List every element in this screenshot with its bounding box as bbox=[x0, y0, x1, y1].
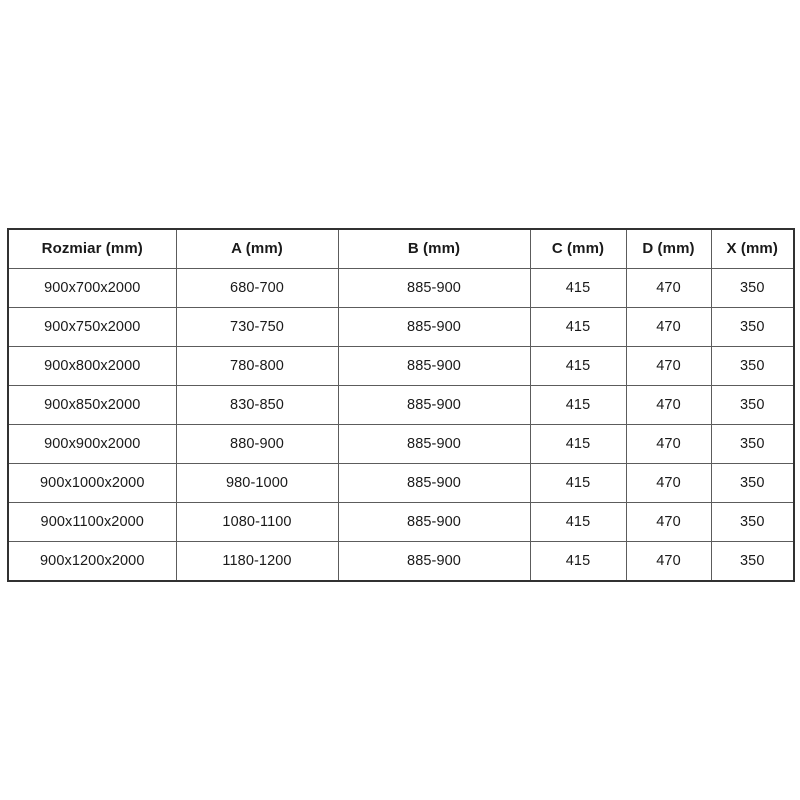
column-header-x: X (mm) bbox=[710, 228, 795, 269]
cell-x: 350 bbox=[710, 307, 795, 347]
cell-a: 780-800 bbox=[175, 346, 339, 386]
table-body: 900x700x2000 680-700 885-900 415 470 350… bbox=[7, 268, 795, 582]
cell-b: 885-900 bbox=[337, 424, 531, 464]
cell-x: 350 bbox=[710, 463, 795, 503]
column-header-b: B (mm) bbox=[337, 228, 531, 269]
specification-table-container: Rozmiar (mm) A (mm) B (mm) C (mm) D (mm)… bbox=[7, 228, 795, 582]
cell-b: 885-900 bbox=[337, 385, 531, 425]
cell-c: 415 bbox=[529, 541, 627, 582]
table-row: 900x700x2000 680-700 885-900 415 470 350 bbox=[7, 268, 795, 308]
cell-b: 885-900 bbox=[337, 268, 531, 308]
cell-rozmiar: 900x1200x2000 bbox=[7, 541, 177, 582]
cell-d: 470 bbox=[625, 502, 712, 542]
cell-rozmiar: 900x1000x2000 bbox=[7, 463, 177, 503]
cell-c: 415 bbox=[529, 346, 627, 386]
cell-c: 415 bbox=[529, 502, 627, 542]
cell-d: 470 bbox=[625, 463, 712, 503]
table-row: 900x750x2000 730-750 885-900 415 470 350 bbox=[7, 307, 795, 347]
cell-d: 470 bbox=[625, 385, 712, 425]
cell-x: 350 bbox=[710, 424, 795, 464]
cell-a: 980-1000 bbox=[175, 463, 339, 503]
cell-b: 885-900 bbox=[337, 541, 531, 582]
column-header-a: A (mm) bbox=[175, 228, 339, 269]
cell-rozmiar: 900x800x2000 bbox=[7, 346, 177, 386]
cell-b: 885-900 bbox=[337, 346, 531, 386]
dimensions-table: Rozmiar (mm) A (mm) B (mm) C (mm) D (mm)… bbox=[7, 228, 795, 582]
table-row: 900x1000x2000 980-1000 885-900 415 470 3… bbox=[7, 463, 795, 503]
table-header-row: Rozmiar (mm) A (mm) B (mm) C (mm) D (mm)… bbox=[7, 228, 795, 269]
column-header-rozmiar: Rozmiar (mm) bbox=[7, 228, 177, 269]
cell-x: 350 bbox=[710, 346, 795, 386]
cell-c: 415 bbox=[529, 385, 627, 425]
cell-x: 350 bbox=[710, 502, 795, 542]
cell-a: 1180-1200 bbox=[175, 541, 339, 582]
cell-x: 350 bbox=[710, 268, 795, 308]
cell-rozmiar: 900x700x2000 bbox=[7, 268, 177, 308]
cell-rozmiar: 900x900x2000 bbox=[7, 424, 177, 464]
cell-x: 350 bbox=[710, 385, 795, 425]
cell-c: 415 bbox=[529, 307, 627, 347]
cell-c: 415 bbox=[529, 424, 627, 464]
cell-b: 885-900 bbox=[337, 307, 531, 347]
table-row: 900x1200x2000 1180-1200 885-900 415 470 … bbox=[7, 541, 795, 582]
cell-a: 830-850 bbox=[175, 385, 339, 425]
cell-a: 880-900 bbox=[175, 424, 339, 464]
table-row: 900x900x2000 880-900 885-900 415 470 350 bbox=[7, 424, 795, 464]
cell-rozmiar: 900x1100x2000 bbox=[7, 502, 177, 542]
column-header-d: D (mm) bbox=[625, 228, 712, 269]
table-row: 900x850x2000 830-850 885-900 415 470 350 bbox=[7, 385, 795, 425]
cell-b: 885-900 bbox=[337, 502, 531, 542]
table-row: 900x1100x2000 1080-1100 885-900 415 470 … bbox=[7, 502, 795, 542]
cell-a: 730-750 bbox=[175, 307, 339, 347]
cell-d: 470 bbox=[625, 346, 712, 386]
cell-d: 470 bbox=[625, 307, 712, 347]
cell-d: 470 bbox=[625, 424, 712, 464]
cell-d: 470 bbox=[625, 541, 712, 582]
cell-rozmiar: 900x750x2000 bbox=[7, 307, 177, 347]
cell-a: 680-700 bbox=[175, 268, 339, 308]
table-header: Rozmiar (mm) A (mm) B (mm) C (mm) D (mm)… bbox=[7, 228, 795, 269]
cell-b: 885-900 bbox=[337, 463, 531, 503]
cell-d: 470 bbox=[625, 268, 712, 308]
table-row: 900x800x2000 780-800 885-900 415 470 350 bbox=[7, 346, 795, 386]
cell-rozmiar: 900x850x2000 bbox=[7, 385, 177, 425]
cell-x: 350 bbox=[710, 541, 795, 582]
column-header-c: C (mm) bbox=[529, 228, 627, 269]
cell-c: 415 bbox=[529, 268, 627, 308]
cell-a: 1080-1100 bbox=[175, 502, 339, 542]
cell-c: 415 bbox=[529, 463, 627, 503]
